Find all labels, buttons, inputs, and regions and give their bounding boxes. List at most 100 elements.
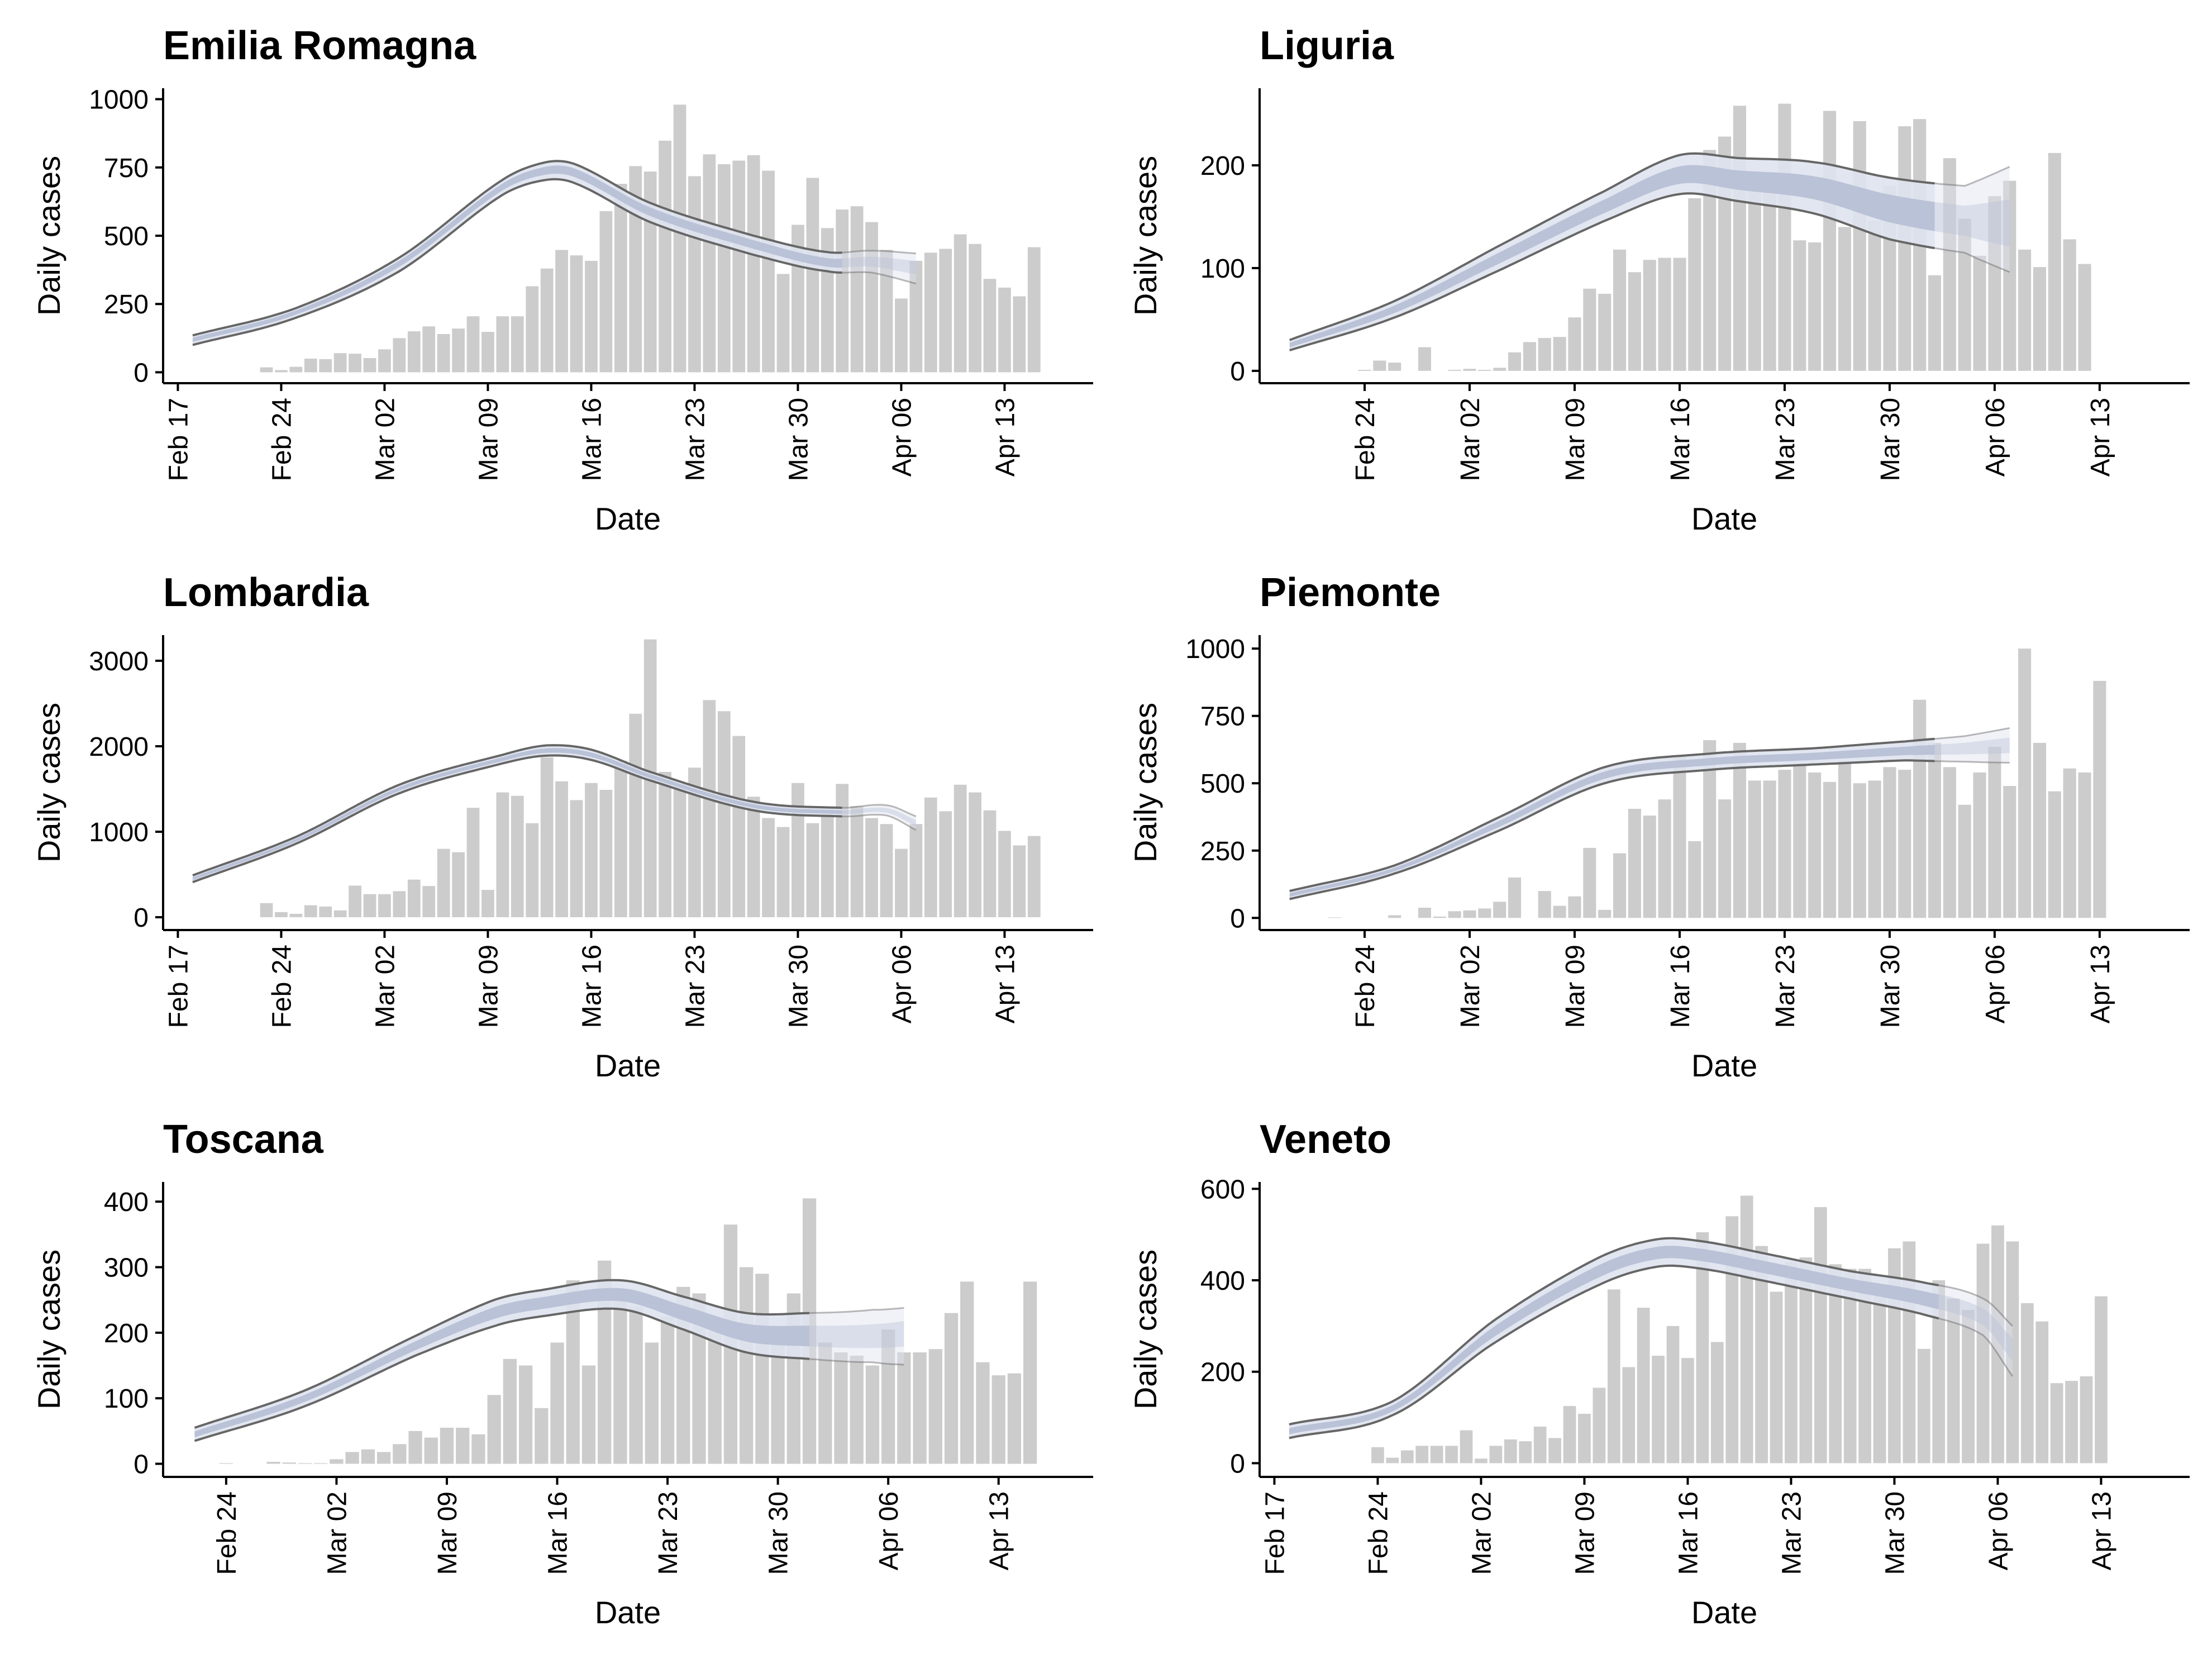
y-tick-label: 2000 bbox=[89, 732, 149, 762]
bar bbox=[2095, 1296, 2108, 1463]
model-inner-band bbox=[1289, 745, 1935, 897]
bar bbox=[1418, 347, 1431, 371]
bar bbox=[487, 1395, 501, 1464]
bar bbox=[1538, 891, 1551, 918]
bar bbox=[304, 359, 317, 373]
bar bbox=[991, 1375, 1005, 1464]
bar bbox=[275, 912, 288, 918]
model-outer-band-forecast bbox=[1934, 728, 2010, 763]
model-inner-band-forecast bbox=[809, 1321, 904, 1348]
x-tick-label: Mar 09 bbox=[1561, 398, 1590, 481]
bar bbox=[2048, 791, 2061, 918]
bar bbox=[1658, 799, 1671, 918]
bar bbox=[2035, 1321, 2049, 1463]
panel-title: Veneto bbox=[1260, 1117, 1391, 1162]
y-tick-label: 500 bbox=[104, 222, 149, 251]
bar bbox=[1013, 296, 1026, 373]
bar bbox=[482, 332, 494, 373]
bar bbox=[836, 784, 849, 918]
bar bbox=[1808, 772, 1822, 918]
bar bbox=[1755, 1246, 1768, 1463]
bar bbox=[1725, 1216, 1739, 1463]
bar bbox=[376, 1452, 391, 1464]
bar bbox=[924, 252, 937, 373]
x-axis-label: Date bbox=[1691, 1048, 1757, 1083]
y-tick-label: 300 bbox=[104, 1253, 149, 1283]
bar bbox=[1519, 1441, 1532, 1463]
bar bbox=[1943, 158, 1956, 371]
x-tick-label: Apr 06 bbox=[1984, 1491, 2013, 1570]
y-tick-label: 0 bbox=[1230, 904, 1245, 933]
bar bbox=[333, 353, 347, 373]
bar bbox=[1873, 1289, 1886, 1463]
bar bbox=[393, 338, 406, 373]
x-tick-label: Feb 17 bbox=[164, 945, 193, 1028]
bar bbox=[437, 848, 450, 918]
bar bbox=[1007, 1373, 1022, 1464]
bar bbox=[1652, 1356, 1665, 1463]
model-upper-line bbox=[192, 160, 842, 337]
bar bbox=[2065, 1381, 2078, 1463]
bar bbox=[550, 1342, 564, 1464]
x-tick-label: Apr 13 bbox=[2086, 398, 2115, 476]
bar bbox=[540, 757, 554, 918]
bar bbox=[1710, 1342, 1724, 1463]
x-tick-label: Mar 23 bbox=[1771, 398, 1800, 481]
bar bbox=[1785, 1262, 1798, 1463]
bar bbox=[1928, 742, 1942, 918]
y-axis-label: Daily cases bbox=[31, 1250, 66, 1409]
x-tick-label: Mar 02 bbox=[370, 945, 400, 1028]
x-tick-label: Mar 30 bbox=[1876, 945, 1905, 1028]
bar bbox=[732, 736, 746, 918]
bar bbox=[349, 354, 361, 373]
bar bbox=[585, 783, 598, 918]
y-tick-label: 750 bbox=[1200, 702, 1245, 732]
bar bbox=[913, 1352, 927, 1464]
panel-lombardia: Lombardia 0 1000 2000 3000 Feb 17 Feb 24 Mar 0… bbox=[31, 570, 1093, 1083]
x-axis-label: Date bbox=[1691, 501, 1757, 536]
bar bbox=[456, 1428, 470, 1464]
bar bbox=[998, 831, 1011, 918]
x-tick-label: Mar 09 bbox=[474, 945, 503, 1028]
bar bbox=[1508, 352, 1522, 371]
y-tick-label: 1000 bbox=[89, 85, 149, 115]
bar bbox=[928, 1349, 942, 1464]
bar bbox=[818, 1342, 832, 1464]
bar bbox=[740, 1267, 754, 1464]
x-tick-label: Apr 06 bbox=[1981, 945, 2010, 1023]
bar bbox=[897, 1352, 911, 1464]
bar bbox=[333, 910, 347, 918]
bar bbox=[2018, 249, 2032, 371]
x-tick-label: Mar 30 bbox=[784, 398, 813, 481]
x-tick-label: Feb 17 bbox=[164, 398, 193, 481]
bar bbox=[1988, 196, 2001, 371]
bar bbox=[834, 1352, 848, 1464]
bar bbox=[703, 700, 716, 918]
panel-title: Toscana bbox=[163, 1117, 324, 1162]
x-tick-label: Mar 16 bbox=[1666, 398, 1695, 481]
bar bbox=[1598, 909, 1612, 918]
bar bbox=[1673, 258, 1686, 371]
bar bbox=[1553, 337, 1566, 371]
bar bbox=[1463, 369, 1476, 371]
bar bbox=[1838, 761, 1851, 918]
bar bbox=[983, 279, 997, 373]
bar bbox=[2048, 152, 2061, 371]
bar bbox=[1913, 699, 1927, 918]
model-inner-band-forecast bbox=[842, 807, 916, 827]
bar bbox=[282, 1462, 296, 1464]
x-axis-label: Date bbox=[595, 1595, 661, 1630]
bar bbox=[349, 885, 361, 918]
bar bbox=[1973, 772, 1986, 918]
bar bbox=[939, 811, 952, 918]
x-axis-label: Date bbox=[595, 1048, 661, 1083]
bar bbox=[614, 184, 627, 373]
bar bbox=[1628, 272, 1641, 371]
bar bbox=[880, 250, 893, 373]
bar bbox=[1799, 1257, 1813, 1463]
bar bbox=[717, 164, 731, 373]
bar bbox=[2003, 786, 2016, 918]
bar bbox=[570, 800, 583, 918]
bar bbox=[452, 852, 465, 918]
model-lower-line-forecast bbox=[1938, 1317, 2014, 1377]
